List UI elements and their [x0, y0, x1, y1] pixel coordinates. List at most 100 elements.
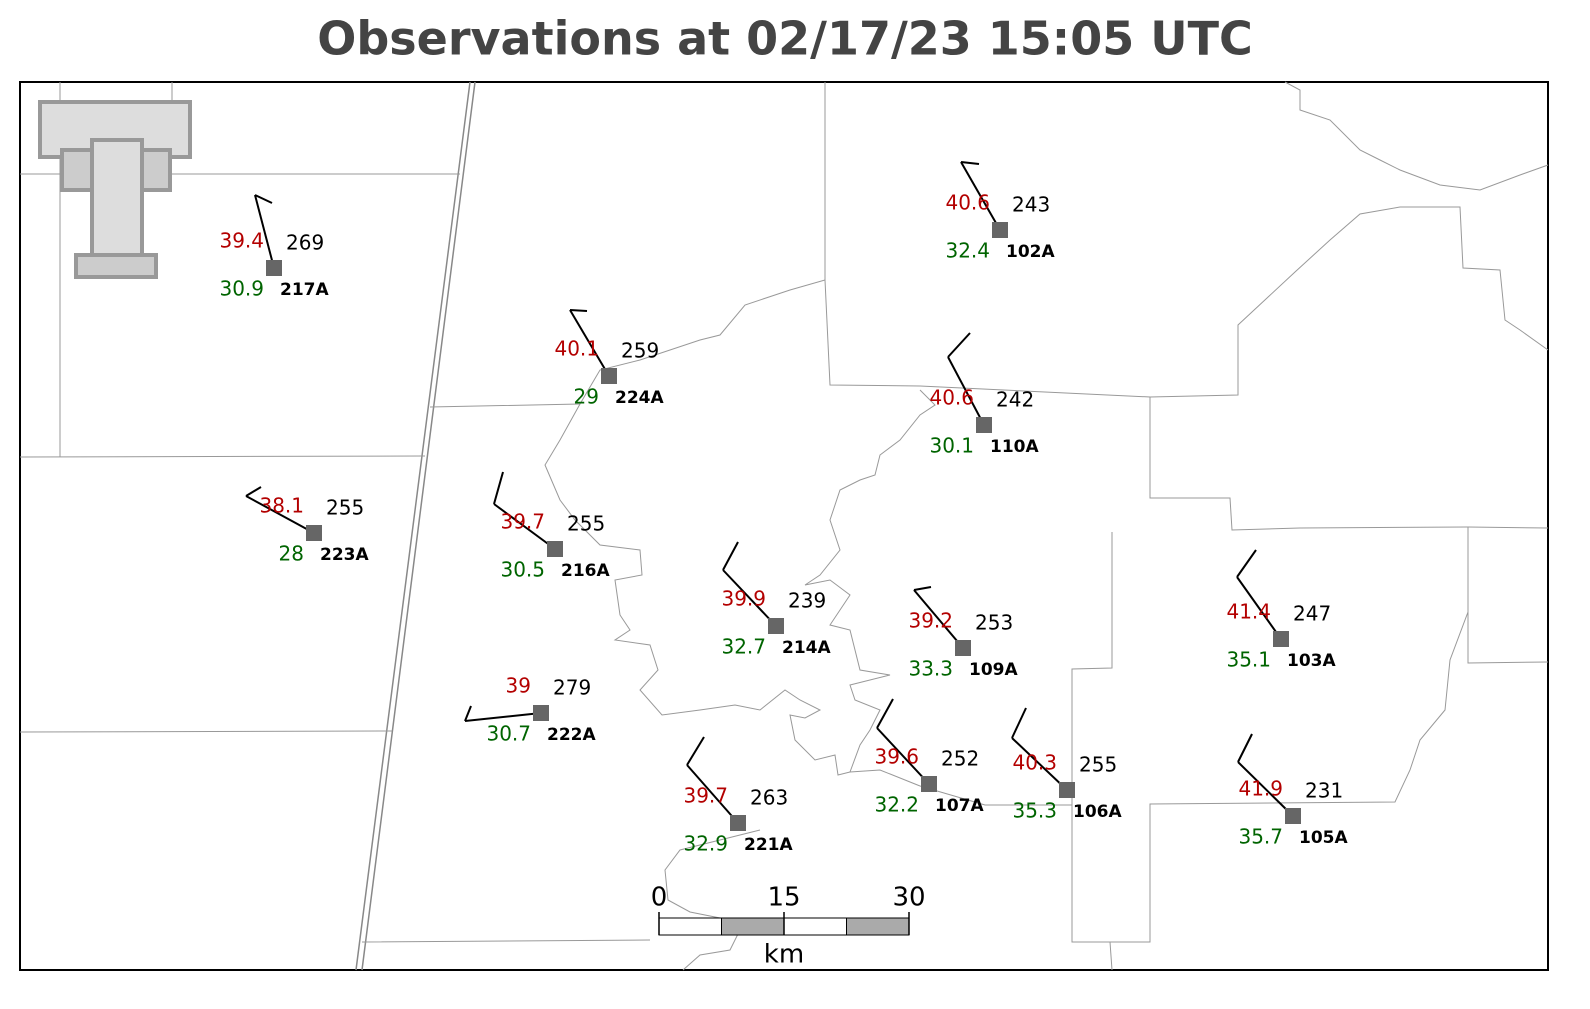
dewpoint: 30.5 [500, 558, 545, 582]
station-marker [1059, 782, 1075, 798]
station-id: 216A [561, 561, 610, 581]
wind-barb-tick [245, 486, 262, 497]
station-marker [992, 222, 1008, 238]
dewpoint: 33.3 [908, 657, 953, 681]
station-id: 102A [1006, 242, 1055, 262]
station-value: 263 [750, 786, 788, 810]
station-id: 106A [1073, 802, 1122, 822]
station-value: 255 [326, 496, 364, 520]
wind-barb-tick [493, 471, 504, 505]
dewpoint: 35.7 [1238, 825, 1283, 849]
dewpoint: 28 [279, 542, 304, 566]
wind-barb [722, 569, 777, 627]
wind-barb [960, 161, 1001, 231]
station-marker [768, 618, 784, 634]
temperature: 40.3 [1012, 751, 1057, 775]
station-marker [306, 525, 322, 541]
scale-tick-label: 0 [651, 883, 668, 913]
dewpoint: 30.1 [929, 434, 974, 458]
wind-barb [245, 495, 315, 534]
wind-barb [464, 712, 542, 722]
dewpoint: 35.3 [1012, 799, 1057, 823]
dewpoint: 30.9 [219, 277, 264, 301]
temperature: 39.9 [721, 587, 766, 611]
station-value: 255 [567, 512, 605, 536]
station-id: 109A [969, 660, 1018, 680]
wind-barb [569, 309, 610, 377]
temperature: 40.6 [929, 386, 974, 410]
station-id: 223A [320, 545, 369, 565]
temperature: 39.6 [874, 745, 919, 769]
temperature: 40.1 [554, 337, 599, 361]
station-value: 255 [1079, 753, 1117, 777]
wind-barb [493, 503, 556, 550]
temperature: 39 [506, 674, 531, 698]
temperature: 39.4 [219, 229, 264, 253]
station-value: 242 [996, 388, 1034, 412]
station-marker [266, 260, 282, 276]
station-marker [955, 640, 971, 656]
dewpoint: 32.2 [874, 793, 919, 817]
wind-barb-tick [254, 194, 273, 204]
wind-barb-tick [876, 698, 894, 729]
station-id: 222A [547, 725, 596, 745]
station-value: 231 [1305, 779, 1343, 803]
station-marker [730, 815, 746, 831]
station-marker [1285, 808, 1301, 824]
temperature: 39.2 [908, 609, 953, 633]
wind-barb [913, 589, 964, 649]
temperature: 41.9 [1238, 777, 1283, 801]
dewpoint: 32.7 [721, 635, 766, 659]
temperature: 41.4 [1226, 600, 1271, 624]
station-id: 224A [615, 388, 664, 408]
logo [38, 100, 192, 279]
scale-tick-label: 30 [892, 883, 925, 913]
wind-barb-tick [960, 161, 980, 165]
station-marker [547, 541, 563, 557]
scale-tick-label: 15 [767, 883, 800, 913]
title: Observations at 02/17/23 15:05 UTC [317, 12, 1252, 66]
station-marker [921, 776, 937, 792]
wind-barb [876, 727, 930, 785]
station-value: 243 [1012, 193, 1050, 217]
station-value: 253 [975, 611, 1013, 635]
station-value: 252 [941, 747, 979, 771]
wind-barb-tick [569, 309, 588, 312]
station-marker [976, 417, 992, 433]
station-marker [533, 705, 549, 721]
station-id: 221A [744, 835, 793, 855]
dewpoint: 30.7 [486, 722, 531, 746]
station-id: 105A [1299, 828, 1348, 848]
scale-segment [783, 917, 847, 936]
wind-barb [1236, 576, 1282, 640]
scale-unit: km [764, 940, 804, 970]
dewpoint: 32.4 [945, 239, 990, 263]
station-value: 279 [553, 676, 591, 700]
wind-barb [947, 356, 985, 426]
scale-segment [658, 917, 722, 936]
wind-barb-tick [464, 705, 472, 722]
wind-barb-tick [1237, 733, 1253, 763]
scale-segment [721, 917, 785, 936]
station-marker [1273, 631, 1289, 647]
station-value: 259 [621, 339, 659, 363]
wind-barb-tick [722, 541, 739, 571]
station-marker [601, 368, 617, 384]
wind-barb [1237, 761, 1294, 817]
temperature: 40.6 [945, 191, 990, 215]
dewpoint: 35.1 [1226, 648, 1271, 672]
wind-barb-tick [686, 736, 705, 766]
station-value: 247 [1293, 602, 1331, 626]
station-id: 107A [935, 796, 984, 816]
wind-barb [686, 764, 739, 824]
dewpoint: 29 [574, 385, 599, 409]
wind-barb-tick [947, 332, 971, 358]
station-id: 217A [280, 280, 329, 300]
dewpoint: 32.9 [683, 832, 728, 856]
scale-bar: 0 15 30 km [651, 883, 926, 970]
temperature: 38.1 [259, 494, 304, 518]
temperature: 39.7 [500, 510, 545, 534]
temperature: 39.7 [683, 784, 728, 808]
station-id: 214A [782, 638, 831, 658]
